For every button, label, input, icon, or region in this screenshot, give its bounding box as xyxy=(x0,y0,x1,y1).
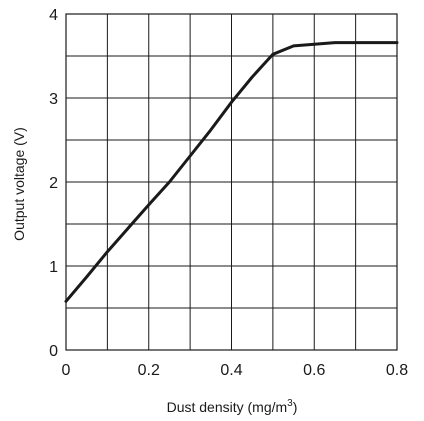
y-tick-label: 0 xyxy=(49,343,58,360)
plot-frame xyxy=(65,13,398,351)
grid xyxy=(66,14,397,350)
x-axis-title-text: Dust density (mg/m xyxy=(167,399,288,415)
x-axis-title: Dust density (mg/m3) xyxy=(167,398,298,415)
x-tick-label: 0.4 xyxy=(220,362,242,379)
x-tick-label: 0.8 xyxy=(386,362,408,379)
y-axis-title: Output voltage (V) xyxy=(11,127,27,241)
x-tick-label: 0.6 xyxy=(303,362,325,379)
y-tick-label: 2 xyxy=(49,175,58,192)
y-tick-labels: 0 1 2 3 4 xyxy=(49,7,58,360)
y-tick-label: 4 xyxy=(49,7,58,24)
series-line-output-voltage xyxy=(64,41,399,303)
x-tick-labels: 0 0.2 0.4 0.6 0.8 xyxy=(62,362,409,379)
x-axis-title-suffix: ) xyxy=(293,399,298,415)
x-tick-label: 0.2 xyxy=(138,362,160,379)
x-tick-label: 0 xyxy=(62,362,71,379)
x-axis-title-superscript: 3 xyxy=(287,398,293,409)
y-tick-label: 1 xyxy=(49,259,58,276)
y-tick-label: 3 xyxy=(49,91,58,108)
